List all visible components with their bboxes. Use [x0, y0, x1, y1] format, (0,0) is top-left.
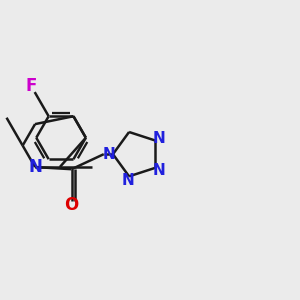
Text: N: N	[152, 163, 165, 178]
Text: N: N	[122, 173, 134, 188]
Text: O: O	[64, 196, 79, 214]
Text: N: N	[152, 130, 165, 146]
Text: F: F	[25, 77, 37, 95]
Text: N: N	[102, 147, 115, 162]
Text: N: N	[28, 158, 42, 176]
